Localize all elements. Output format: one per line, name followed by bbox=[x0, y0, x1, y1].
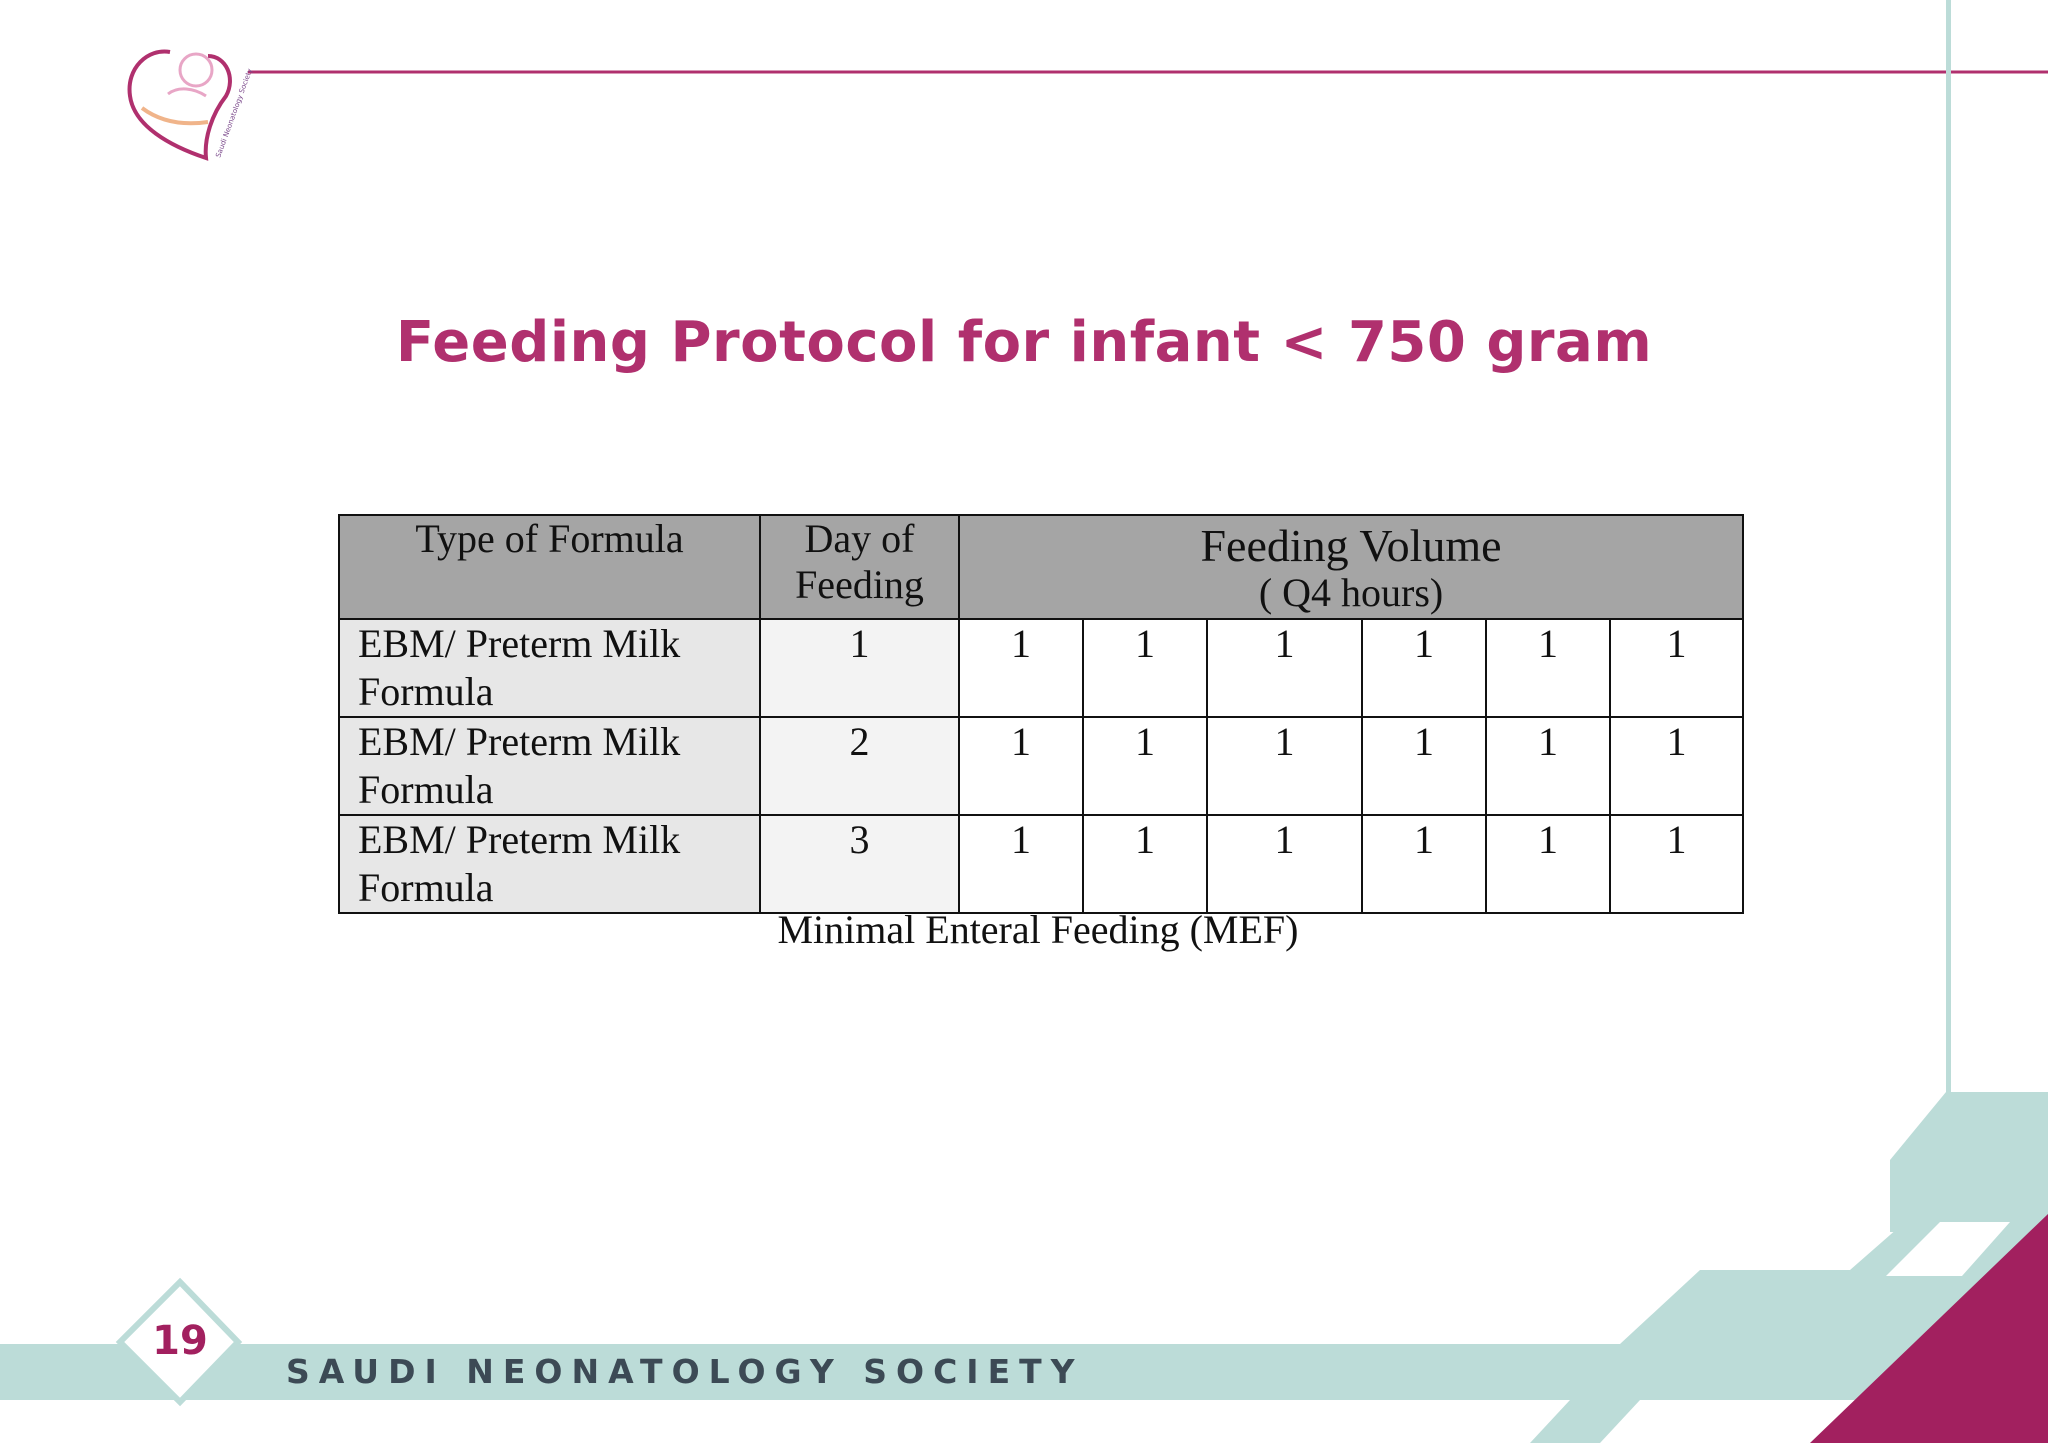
row-volume: 1 bbox=[1361, 618, 1487, 718]
row-volume: 1 bbox=[1485, 618, 1611, 718]
row-volume: 1 bbox=[1082, 814, 1208, 914]
row-volume: 1 bbox=[958, 618, 1084, 718]
corner-magenta-triangle bbox=[1810, 1214, 2048, 1443]
logo-baby-body bbox=[167, 87, 207, 98]
header-day-of-feeding: Day of Feeding bbox=[759, 514, 960, 620]
table-header-row: Type of Formula Day of Feeding Feeding V… bbox=[338, 514, 1745, 620]
header-feeding-volume-label: Feeding Volume bbox=[1200, 520, 1502, 571]
row-formula-type: EBM/ Preterm Milk Formula bbox=[338, 618, 761, 718]
saudi-neonatology-society-logo: Saudi Neonatology Society bbox=[127, 49, 254, 161]
logo-heart-outline bbox=[127, 49, 232, 161]
row-formula-type: EBM/ Preterm Milk Formula bbox=[338, 716, 761, 816]
row-volume: 1 bbox=[958, 814, 1084, 914]
row-volume: 1 bbox=[1361, 814, 1487, 914]
row-volume: 1 bbox=[1608, 618, 1745, 718]
row-volume: 1 bbox=[1206, 716, 1363, 816]
row-day: 2 bbox=[759, 716, 960, 816]
row-volume: 1 bbox=[958, 716, 1084, 816]
row-formula-type: EBM/ Preterm Milk Formula bbox=[338, 814, 761, 914]
footer-society-name: SAUDI NEONATOLOGY SOCIETY bbox=[286, 1352, 1084, 1391]
row-volume: 1 bbox=[1608, 716, 1745, 816]
logo-text: Saudi Neonatology Society bbox=[214, 67, 254, 158]
header-type-of-formula: Type of Formula bbox=[338, 514, 761, 620]
corner-white-notch bbox=[1886, 1222, 2010, 1276]
footer-band bbox=[0, 1200, 2048, 1400]
row-volume: 1 bbox=[1485, 814, 1611, 914]
row-volume: 1 bbox=[1485, 716, 1611, 816]
table-row: EBM/ Preterm Milk Formula 3 1 1 1 1 1 1 bbox=[338, 814, 1745, 914]
header-feeding-volume-sub: ( Q4 hours) bbox=[1258, 570, 1444, 615]
page-number: 19 bbox=[152, 1318, 208, 1364]
row-volume: 1 bbox=[1206, 814, 1363, 914]
header-feeding-volume: Feeding Volume ( Q4 hours) bbox=[957, 514, 1745, 620]
row-volume: 1 bbox=[1082, 716, 1208, 816]
page-badge-diamond bbox=[115, 1277, 243, 1407]
row-volume: 1 bbox=[1206, 618, 1363, 718]
row-day: 3 bbox=[759, 814, 960, 914]
row-volume: 1 bbox=[1608, 814, 1745, 914]
row-day: 1 bbox=[759, 618, 960, 718]
row-volume: 1 bbox=[1361, 716, 1487, 816]
feeding-protocol-table: Type of Formula Day of Feeding Feeding V… bbox=[338, 514, 1745, 914]
logo-baby-head bbox=[178, 52, 214, 88]
logo-hands bbox=[140, 106, 209, 126]
row-volume: 1 bbox=[1082, 618, 1208, 718]
slide-title: Feeding Protocol for infant < 750 gram bbox=[395, 310, 1653, 375]
table-row: EBM/ Preterm Milk Formula 1 1 1 1 1 1 1 bbox=[338, 618, 1745, 718]
corner-teal-block bbox=[1890, 1092, 2048, 1232]
bottom-teal-sliver bbox=[1530, 1400, 1640, 1443]
table-caption: Minimal Enteral Feeding (MEF) bbox=[777, 907, 1299, 952]
right-vertical-bar bbox=[1946, 0, 1951, 1100]
table-row: EBM/ Preterm Milk Formula 2 1 1 1 1 1 1 bbox=[338, 716, 1745, 816]
